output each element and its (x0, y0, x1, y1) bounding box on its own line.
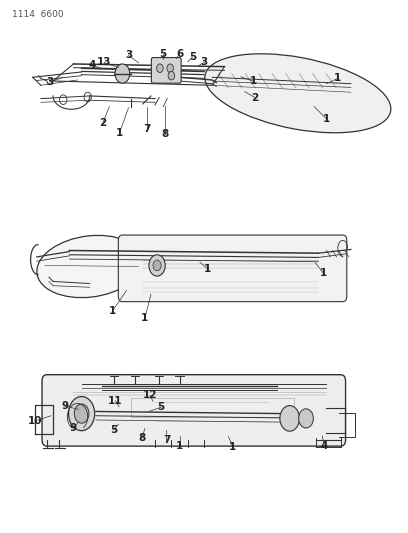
Ellipse shape (37, 236, 143, 297)
Text: 9: 9 (62, 401, 69, 411)
Text: 5: 5 (157, 402, 165, 412)
Text: 5: 5 (189, 52, 196, 62)
Circle shape (280, 406, 299, 431)
FancyBboxPatch shape (118, 235, 347, 302)
Text: 11: 11 (108, 396, 123, 406)
Circle shape (69, 397, 95, 431)
Circle shape (149, 255, 165, 276)
Text: 2: 2 (251, 93, 259, 102)
Text: 1: 1 (334, 74, 341, 83)
Circle shape (168, 71, 175, 80)
Text: 5: 5 (160, 49, 167, 59)
Text: 1: 1 (116, 128, 123, 138)
Text: 7: 7 (143, 124, 151, 134)
Text: 1: 1 (323, 114, 330, 124)
Text: 8: 8 (162, 130, 169, 139)
Text: 7: 7 (163, 435, 170, 445)
Text: 1: 1 (249, 76, 257, 86)
Circle shape (74, 404, 89, 423)
Text: 1: 1 (109, 306, 116, 316)
Text: 1: 1 (229, 442, 236, 451)
Text: 1: 1 (319, 268, 327, 278)
Text: 9: 9 (70, 423, 77, 433)
Text: 1114  6600: 1114 6600 (12, 10, 64, 19)
Circle shape (167, 64, 173, 72)
Text: 13: 13 (97, 58, 111, 67)
Text: 3: 3 (46, 77, 53, 87)
Text: 5: 5 (111, 425, 118, 434)
Circle shape (153, 260, 161, 271)
FancyBboxPatch shape (151, 58, 181, 83)
Circle shape (115, 64, 130, 83)
Text: 2: 2 (99, 118, 106, 128)
Text: 8: 8 (138, 433, 146, 443)
Text: 6: 6 (176, 49, 183, 59)
Text: 10: 10 (27, 416, 42, 426)
Circle shape (157, 64, 163, 72)
Ellipse shape (205, 54, 391, 133)
Text: 1: 1 (141, 313, 149, 323)
Text: 12: 12 (143, 391, 157, 400)
Text: 4: 4 (321, 441, 328, 451)
Text: 3: 3 (125, 51, 132, 60)
FancyBboxPatch shape (42, 375, 346, 446)
Text: 3: 3 (200, 58, 208, 67)
Circle shape (299, 409, 313, 428)
Text: 1: 1 (176, 441, 183, 451)
Text: 4: 4 (88, 60, 95, 70)
Text: 1: 1 (204, 264, 211, 273)
